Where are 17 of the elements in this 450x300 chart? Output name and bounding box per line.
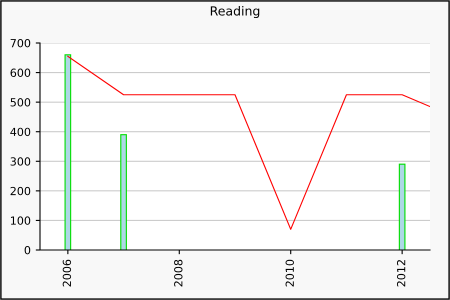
bar (64, 54, 72, 250)
y-tick-label: 300 (10, 157, 30, 166)
y-tick-label: 700 (10, 38, 30, 48)
y-tick-label: 500 (10, 98, 30, 107)
y-tick-label: 400 (10, 128, 30, 136)
line-series (67, 56, 430, 230)
y-tick-label: 600 (10, 68, 30, 77)
x-tick-label: 2006 (62, 260, 72, 286)
y-tick-label: 200 (10, 186, 30, 196)
bar (398, 164, 406, 250)
y-tick-label: 0 (24, 246, 30, 254)
y-tick-label: 100 (10, 216, 30, 225)
x-tick-label: 2008 (174, 260, 183, 286)
x-tick-label: 2010 (286, 260, 294, 286)
bar (120, 134, 127, 250)
chart-title: Reading (210, 6, 260, 18)
x-tick-label: 2012 (396, 260, 406, 286)
